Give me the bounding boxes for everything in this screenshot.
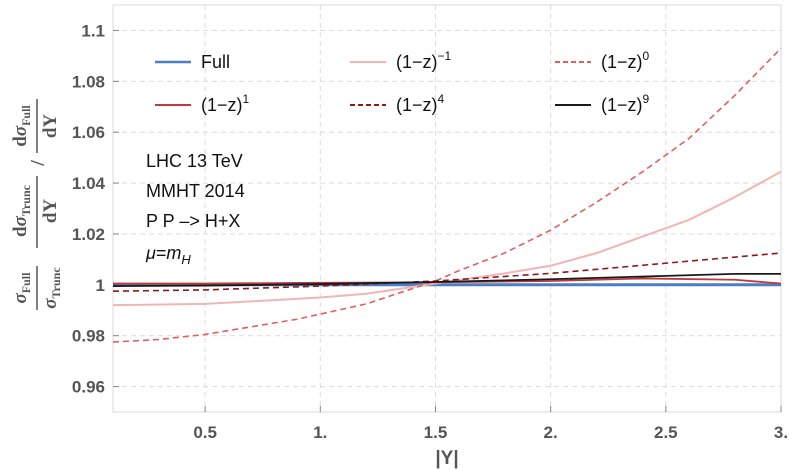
y-tick-label: 1.06 <box>72 123 105 142</box>
ylabel-dsigma-full: dσFull <box>10 105 33 147</box>
legend-label-1: (1−z)−1 <box>396 49 452 72</box>
y-tick-label: 0.96 <box>72 378 105 397</box>
series-lines <box>112 47 782 343</box>
annotation-process: P P –> H+X <box>146 211 240 231</box>
ylabel-dy-1: dY <box>40 199 61 224</box>
series-line-5 <box>112 272 781 287</box>
annotations: LHC 13 TeV MMHT 2014 P P –> H+X μ=mH <box>145 151 245 267</box>
x-tick-label: 2. <box>544 423 558 442</box>
x-tick-label: 3. <box>774 423 788 442</box>
series-line-4 <box>112 252 782 292</box>
x-tick-label: 1.5 <box>424 423 448 442</box>
y-tick-label: 0.98 <box>72 327 105 346</box>
tick-labels: 0.5 1. 1.5 2. 2.5 3. 0.96 0.98 1 1.02 1.04 1.06 1.08… <box>72 21 788 442</box>
x-axis-label: |Y| <box>435 448 458 469</box>
annotation-lhc: LHC 13 TeV <box>146 151 243 171</box>
annotation-pdf: MMHT 2014 <box>146 181 245 201</box>
legend-label-2: (1−z)0 <box>601 49 650 72</box>
ylabel-slash: / <box>27 160 49 167</box>
y-tick-label: 1.02 <box>72 225 105 244</box>
x-tick-label: 1. <box>313 423 327 442</box>
y-tick-label: 1 <box>96 276 105 295</box>
legend-label-3: (1−z)1 <box>201 92 250 115</box>
plot-frame <box>112 4 782 413</box>
legend-label-0: Full <box>201 52 230 72</box>
ylabel-sigma-full: σFull <box>10 272 33 304</box>
legend: Full (1−z)−1 (1−z)0 (1−z)1 (1−z)4 (1−z)9 <box>155 49 650 115</box>
ylabel-dy-2: dY <box>40 114 61 139</box>
legend-label-4: (1−z)4 <box>396 92 445 115</box>
y-axis-label: σFull σTrunc dσTrunc dY / dσFull dY <box>10 99 63 310</box>
grid <box>113 5 782 412</box>
y-tick-label: 1.1 <box>81 21 105 40</box>
x-tick-label: 2.5 <box>654 423 678 442</box>
y-tick-label: 1.08 <box>72 72 105 91</box>
legend-label-5: (1−z)9 <box>601 92 650 115</box>
series-line-1 <box>112 170 782 307</box>
y-tick-label: 1.04 <box>72 174 106 193</box>
annotation-scale: μ=mH <box>145 243 191 267</box>
series-line-3 <box>113 277 782 285</box>
x-tick-label: 0.5 <box>193 423 217 442</box>
ylabel-dsigma-trunc: dσTrunc <box>10 184 33 237</box>
series-line-2 <box>112 47 782 343</box>
ylabel-sigma-trunc: σTrunc <box>40 267 63 309</box>
